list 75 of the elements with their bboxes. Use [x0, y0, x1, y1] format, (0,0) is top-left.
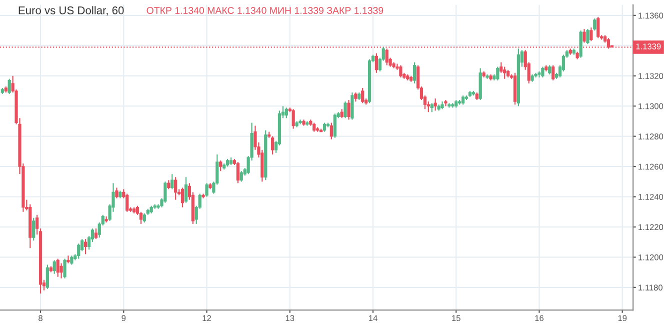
y-tick-label: 1.1180 — [638, 284, 662, 291]
candlestick — [164, 181, 167, 204]
candlestick — [340, 108, 344, 119]
candlestick — [219, 160, 222, 172]
y-tick-label: 1.1360 — [638, 12, 664, 19]
x-tick-label: 8 — [38, 315, 42, 322]
candlestick — [586, 28, 590, 45]
candlestick — [202, 193, 205, 199]
candlestick — [60, 262, 63, 279]
y-tick-label: 1.1200 — [638, 254, 664, 260]
y-tick-label: 1.1220 — [638, 224, 664, 230]
candlestick — [284, 107, 288, 119]
candlestick — [32, 217, 36, 242]
x-tick-label: 19 — [618, 315, 627, 322]
candlestick — [292, 108, 295, 130]
x-tick-label: 15 — [452, 315, 460, 322]
candlestick — [52, 260, 56, 274]
y-tick-label: 1.1240 — [638, 194, 664, 200]
candlestick — [496, 66, 500, 81]
candlestick — [347, 99, 350, 120]
candlestick — [461, 94, 465, 106]
x-tick-label: 14 — [368, 315, 378, 321]
candlestick — [63, 258, 66, 279]
candlestick — [374, 52, 378, 74]
candlestick — [350, 92, 354, 120]
candlestick — [582, 28, 586, 44]
candlestick — [503, 66, 506, 80]
candlestick — [84, 238, 88, 255]
candlestick — [142, 212, 146, 223]
candlestick — [70, 255, 74, 266]
candlestick — [541, 66, 544, 78]
candlestick — [174, 176, 178, 200]
x-tick-label: 16 — [535, 315, 544, 322]
candlestick — [548, 64, 552, 75]
x-tick-label: 9 — [122, 315, 126, 322]
candlestick — [596, 16, 600, 39]
candlestick — [170, 174, 174, 190]
candlestick — [115, 187, 118, 199]
candlestick — [184, 176, 188, 204]
candlestick — [312, 122, 316, 132]
candlestick — [330, 122, 333, 140]
candlestick — [322, 122, 326, 132]
candlestick — [77, 243, 80, 260]
chart-subtitle: ОТКР 1.1340 МАКС 1.1340 МИН 1.1339 ЗАКР 1.1339 — [146, 7, 384, 14]
y-tick-label: 1.1320 — [638, 73, 664, 79]
candlestick — [94, 228, 98, 240]
candlestick — [46, 264, 50, 290]
candlestick — [593, 18, 596, 32]
y-tick-label: 1.1300 — [638, 103, 664, 110]
candlestick — [180, 187, 184, 208]
x-tick-label: 12 — [202, 315, 211, 321]
candlestick — [56, 258, 60, 278]
candlestick — [361, 87, 364, 104]
y-tick-label: 1.1280 — [638, 134, 664, 140]
candlestick — [399, 64, 402, 78]
candlestick — [66, 255, 70, 264]
ref-line-label: 1.1339 — [636, 43, 661, 50]
candlestick — [8, 78, 11, 95]
candlestick — [590, 26, 593, 42]
x-tick-label: 13 — [286, 315, 294, 322]
candlestick — [354, 92, 358, 102]
candlestick — [205, 182, 208, 198]
candlestick — [434, 98, 437, 112]
candlestick — [412, 62, 416, 84]
candlestick — [552, 64, 555, 81]
candlestick — [344, 101, 347, 119]
candlestick — [236, 161, 240, 184]
candlestick — [240, 170, 243, 182]
y-tick-label: 1.1260 — [638, 164, 664, 170]
candlestick — [167, 180, 170, 190]
candlestick — [126, 193, 129, 212]
chart-title: Euro vs US Dollar, 60 — [18, 6, 124, 16]
candlestick — [333, 113, 336, 138]
candlestick — [270, 136, 274, 155]
candlestick — [430, 102, 434, 113]
